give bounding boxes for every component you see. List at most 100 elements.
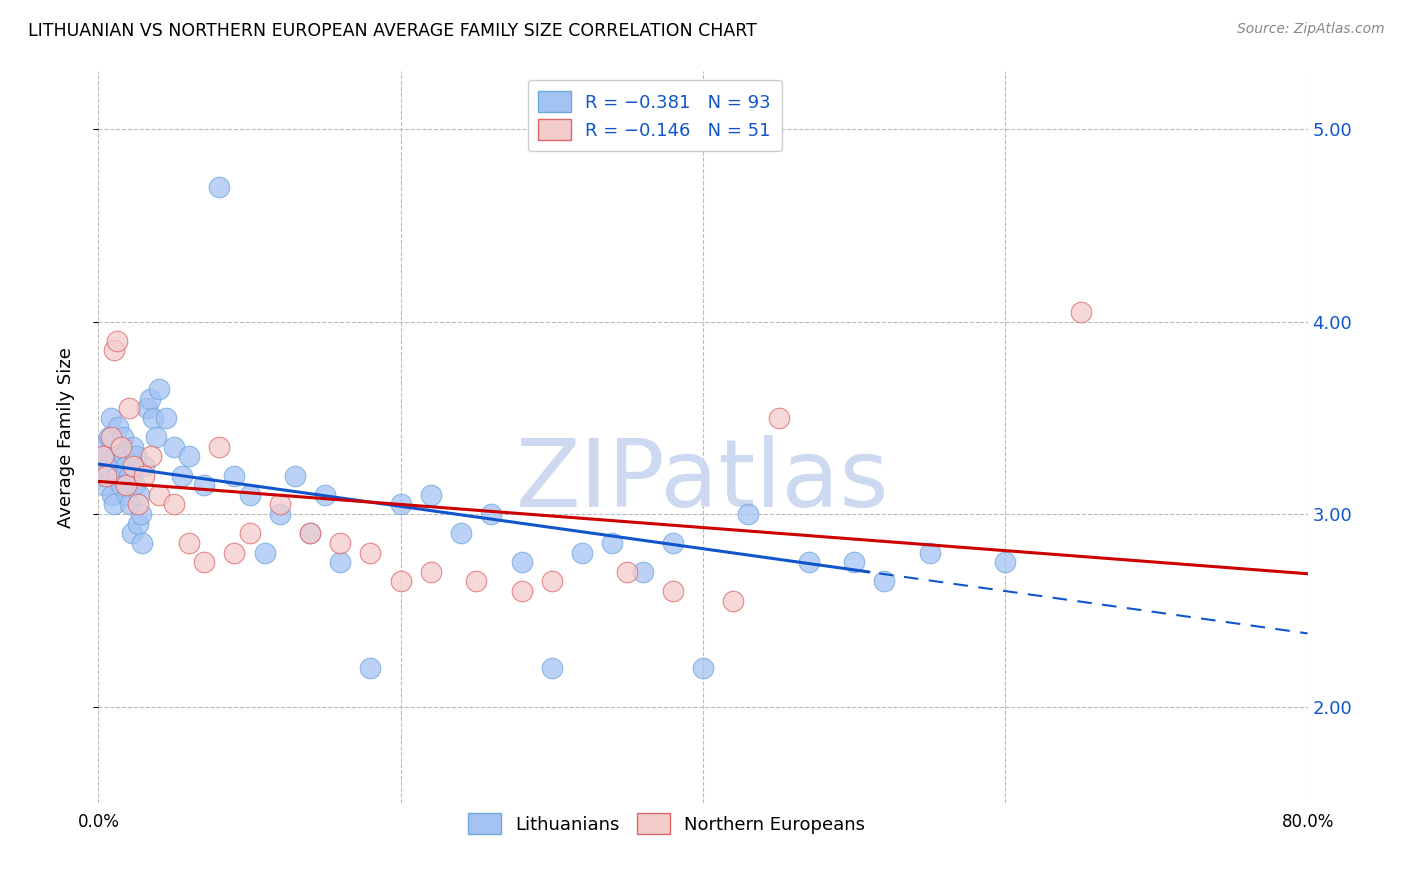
Point — [145, 430, 167, 444]
Point — [269, 498, 291, 512]
Point — [131, 536, 153, 550]
Point — [1070, 305, 1092, 319]
Point — [224, 468, 246, 483]
Point — [103, 343, 125, 358]
Point — [100, 430, 122, 444]
Point — [101, 488, 124, 502]
Point — [768, 410, 790, 425]
Point — [124, 478, 146, 492]
Point — [132, 458, 155, 473]
Point — [163, 498, 186, 512]
Point — [125, 450, 148, 464]
Point — [360, 661, 382, 675]
Point — [94, 468, 117, 483]
Point — [163, 440, 186, 454]
Point — [127, 498, 149, 512]
Point — [239, 526, 262, 541]
Point — [737, 507, 759, 521]
Point — [98, 430, 121, 444]
Point — [121, 526, 143, 541]
Point — [91, 440, 114, 454]
Legend: Lithuanians, Northern Europeans: Lithuanians, Northern Europeans — [461, 806, 873, 841]
Point — [114, 478, 136, 492]
Point — [329, 555, 352, 569]
Point — [103, 498, 125, 512]
Point — [142, 410, 165, 425]
Point — [105, 468, 128, 483]
Point — [329, 536, 352, 550]
Point — [193, 478, 215, 492]
Point — [873, 574, 896, 589]
Point — [389, 498, 412, 512]
Point — [115, 488, 138, 502]
Point — [420, 565, 443, 579]
Point — [797, 555, 820, 569]
Point — [127, 516, 149, 531]
Point — [96, 458, 118, 473]
Point — [571, 545, 593, 559]
Point — [299, 526, 322, 541]
Point — [110, 440, 132, 454]
Point — [111, 430, 134, 444]
Point — [110, 478, 132, 492]
Point — [540, 661, 562, 675]
Text: LITHUANIAN VS NORTHERN EUROPEAN AVERAGE FAMILY SIZE CORRELATION CHART: LITHUANIAN VS NORTHERN EUROPEAN AVERAGE … — [28, 22, 756, 40]
Point — [510, 555, 533, 569]
Point — [179, 450, 201, 464]
Point — [269, 507, 291, 521]
Point — [129, 507, 152, 521]
Point — [118, 401, 141, 416]
Point — [239, 488, 262, 502]
Point — [107, 420, 129, 434]
Text: Source: ZipAtlas.com: Source: ZipAtlas.com — [1237, 22, 1385, 37]
Point — [389, 574, 412, 589]
Point — [420, 488, 443, 502]
Point — [90, 468, 112, 483]
Point — [118, 468, 141, 483]
Point — [631, 565, 654, 579]
Point — [120, 498, 142, 512]
Point — [135, 401, 157, 416]
Point — [253, 545, 276, 559]
Point — [132, 468, 155, 483]
Point — [105, 334, 128, 348]
Point — [661, 536, 683, 550]
Point — [692, 661, 714, 675]
Point — [481, 507, 503, 521]
Point — [450, 526, 472, 541]
Point — [128, 488, 150, 502]
Point — [465, 574, 488, 589]
Point — [122, 440, 145, 454]
Point — [314, 488, 336, 502]
Point — [844, 555, 866, 569]
Point — [284, 468, 307, 483]
Point — [104, 450, 127, 464]
Point — [112, 450, 135, 464]
Y-axis label: Average Family Size: Average Family Size — [56, 347, 75, 527]
Point — [179, 536, 201, 550]
Point — [139, 392, 162, 406]
Point — [540, 574, 562, 589]
Point — [94, 450, 117, 464]
Point — [93, 478, 115, 492]
Point — [208, 440, 231, 454]
Point — [510, 584, 533, 599]
Point — [148, 488, 170, 502]
Point — [108, 440, 131, 454]
Point — [122, 458, 145, 473]
Point — [170, 468, 193, 483]
Point — [360, 545, 382, 559]
Point — [224, 545, 246, 559]
Point — [100, 410, 122, 425]
Point — [148, 382, 170, 396]
Point — [193, 555, 215, 569]
Point — [141, 450, 163, 464]
Point — [661, 584, 683, 599]
Point — [602, 536, 624, 550]
Point — [299, 526, 322, 541]
Point — [155, 410, 177, 425]
Point — [994, 555, 1017, 569]
Point — [208, 179, 231, 194]
Text: ZIPatlas: ZIPatlas — [516, 435, 890, 527]
Point — [918, 545, 941, 559]
